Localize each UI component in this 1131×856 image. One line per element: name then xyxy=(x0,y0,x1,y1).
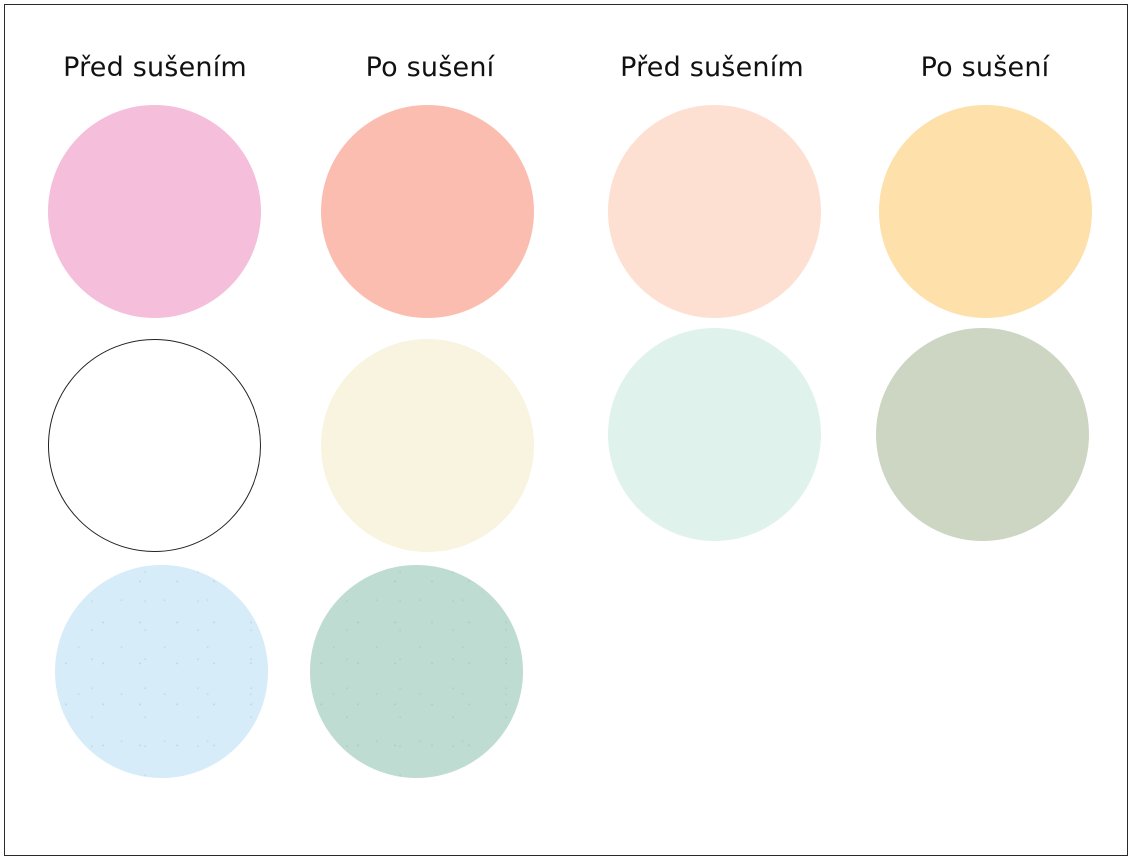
column-header-after-1: Po sušení xyxy=(365,52,495,83)
swatch-white-before xyxy=(47,338,261,552)
swatch-lightblue-before xyxy=(54,564,268,778)
swatch-pink-before xyxy=(47,104,261,318)
swatch-seagreen-after xyxy=(309,564,523,778)
column-header-before-2: Před sušením xyxy=(620,52,804,83)
swatch-peach-before xyxy=(607,104,821,318)
swatch-mint-before xyxy=(607,327,821,541)
swatch-sage-after xyxy=(875,327,1089,541)
swatch-pink-after xyxy=(320,104,534,318)
column-header-after-2: Po sušení xyxy=(920,52,1050,83)
swatch-cream-after xyxy=(320,338,534,552)
swatch-peach-after xyxy=(878,104,1092,318)
column-header-before-1: Před sušením xyxy=(63,52,247,83)
